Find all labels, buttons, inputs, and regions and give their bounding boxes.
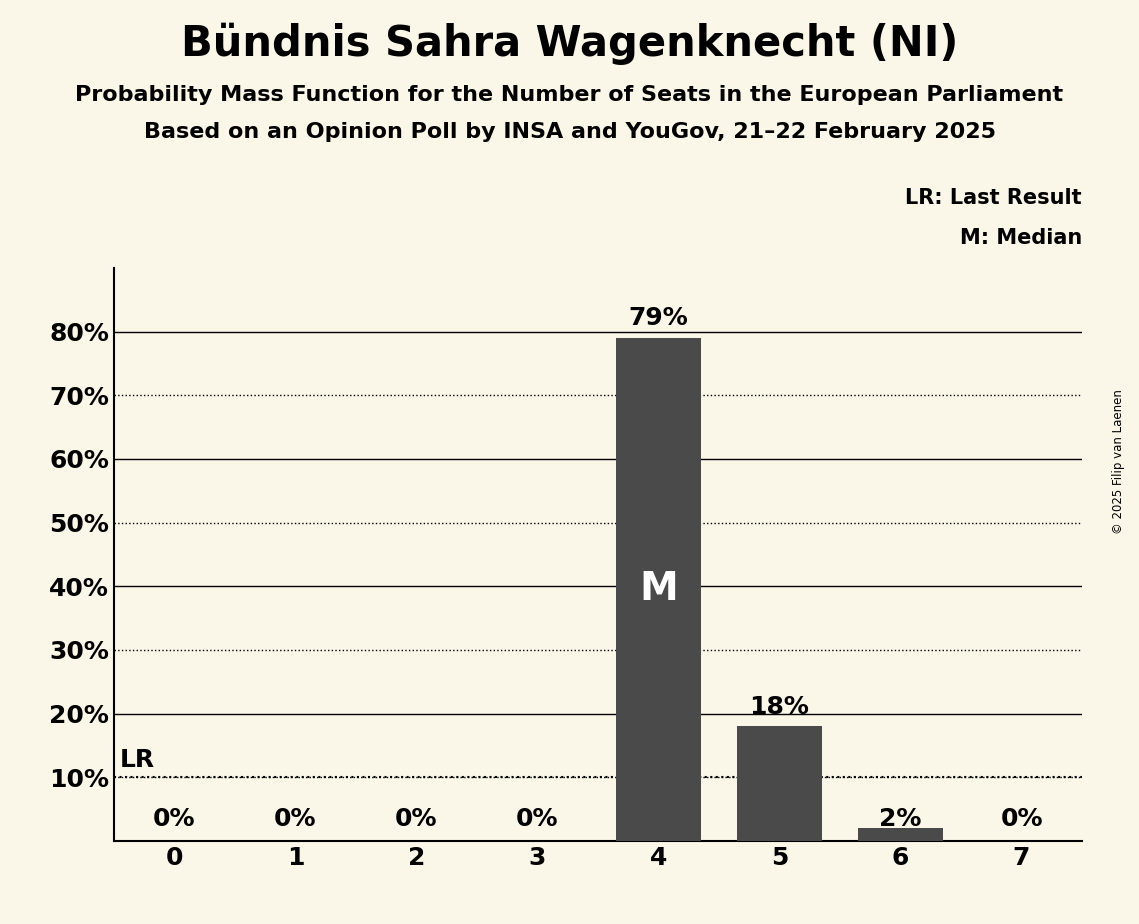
Text: 0%: 0% [516,808,559,832]
Text: © 2025 Filip van Laenen: © 2025 Filip van Laenen [1112,390,1125,534]
Text: 0%: 0% [153,808,196,832]
Bar [616,338,700,841]
Text: Bündnis Sahra Wagenknecht (NI): Bündnis Sahra Wagenknecht (NI) [181,23,958,66]
Text: LR: Last Result: LR: Last Result [906,188,1082,208]
Text: 2%: 2% [879,808,921,832]
Text: 79%: 79% [629,307,688,331]
Text: M: Median: M: Median [960,228,1082,248]
Bar [858,828,943,841]
Text: M: M [639,570,678,608]
Text: LR: LR [120,748,155,772]
Text: 0%: 0% [395,808,437,832]
Bar [737,726,822,841]
Text: 0%: 0% [274,808,317,832]
Text: Based on an Opinion Poll by INSA and YouGov, 21–22 February 2025: Based on an Opinion Poll by INSA and You… [144,122,995,142]
Text: 0%: 0% [1000,808,1043,832]
Text: 18%: 18% [749,695,810,719]
Text: Probability Mass Function for the Number of Seats in the European Parliament: Probability Mass Function for the Number… [75,85,1064,105]
